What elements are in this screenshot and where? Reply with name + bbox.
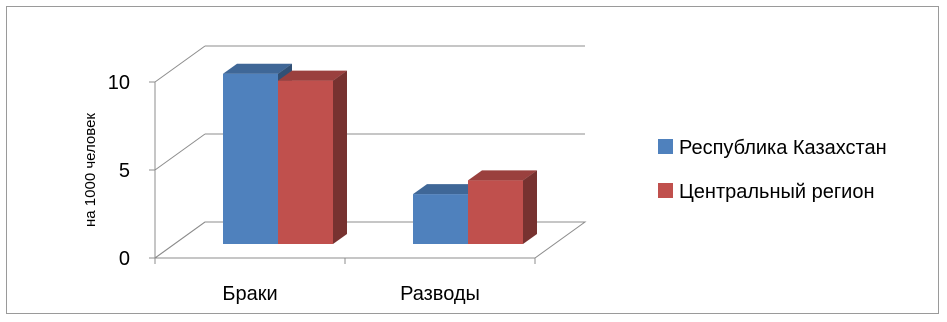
x-tick-label: Разводы: [400, 283, 480, 305]
bars: [223, 63, 537, 244]
legend-label: Центральный регион: [679, 181, 875, 203]
bar-front: [468, 180, 523, 244]
bar-top: [278, 70, 347, 81]
y-tick-label: 5: [119, 160, 130, 182]
gridline-side: [154, 45, 206, 83]
x-tick-labels: Браки Разводы: [222, 283, 480, 305]
legend: Республика Казахстан Центральный регион: [658, 137, 887, 203]
bar-front: [223, 73, 278, 244]
x-tick-label: Браки: [222, 283, 277, 305]
bar-top: [223, 63, 292, 74]
bar: [468, 170, 537, 244]
legend-swatch: [658, 183, 673, 198]
bar-front: [413, 194, 468, 244]
y-tick-labels: 0 5 10: [108, 72, 130, 270]
legend-swatch: [658, 139, 673, 154]
gridline-side: [154, 221, 206, 259]
y-axis-title: на 1000 человек: [82, 113, 99, 227]
bar-side: [333, 70, 347, 244]
legend-label: Республика Казахстан: [679, 137, 887, 159]
bar: [278, 70, 347, 244]
axes: [149, 81, 536, 264]
bar-side: [523, 170, 537, 244]
gridline-side: [154, 133, 206, 171]
bar-top: [468, 170, 537, 181]
y-tick-label: 10: [108, 72, 130, 94]
y-tick-label: 0: [119, 248, 130, 270]
bar-front: [278, 80, 333, 244]
bar-top: [413, 184, 482, 195]
chart-frame: [6, 6, 939, 314]
